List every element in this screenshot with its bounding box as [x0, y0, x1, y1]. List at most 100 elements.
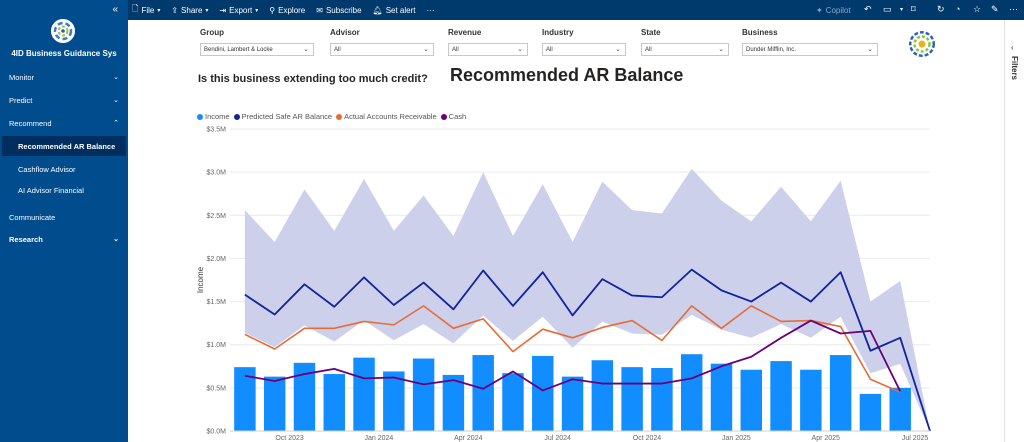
slicer-value: Dunder Mifflin, Inc. [746, 46, 796, 53]
chevron-down-icon: ⌄ [615, 46, 621, 53]
filters-pane[interactable]: ‹ Filters [1004, 20, 1024, 442]
collapse-nav-icon[interactable]: « [112, 4, 118, 15]
income-bar [472, 355, 494, 431]
bookmark-icon[interactable]: ⌑ [911, 4, 916, 14]
slicer-dropdown[interactable]: Dunder Mifflin, Inc. ⌄ [742, 43, 878, 56]
report-canvas: Group Bendini, Lambert & Locke ⌄ Advisor… [128, 20, 1004, 442]
slicer-dropdown[interactable]: All ⌄ [330, 43, 434, 56]
nav-recommended-ar-balance[interactable]: Recommended AR Balance [2, 136, 126, 156]
refresh-icon[interactable]: ↻ [937, 4, 945, 14]
share-menu[interactable]: ⇪ Share ▾ [171, 6, 208, 15]
chevron-down-icon: ⌄ [113, 97, 119, 104]
nav-label: Recommended AR Balance [18, 141, 116, 151]
nav-label: AI Advisor Financial [18, 185, 84, 195]
chevron-down-icon: ⌄ [867, 46, 873, 53]
slicer-state[interactable]: State All ⌄ [641, 28, 729, 56]
slicer-group[interactable]: Group Bendini, Lambert & Locke ⌄ [200, 28, 314, 56]
y-tick-label: $3.0M [207, 170, 227, 177]
favorite-icon[interactable]: ☆ [973, 4, 982, 14]
legend-item-actual[interactable]: Actual Accounts Receivable [336, 112, 437, 121]
nav-recommend[interactable]: Recommend ⌃ [0, 113, 128, 133]
legend-item-income[interactable]: Income [197, 112, 230, 121]
legend-label: Cash [448, 112, 467, 121]
slicer-dropdown[interactable]: All ⌄ [641, 43, 729, 56]
slicer-dropdown[interactable]: All ⌄ [542, 43, 626, 56]
filters-label: Filters [1010, 56, 1019, 81]
more-icon[interactable]: ⋯ [1009, 4, 1018, 14]
edit-icon[interactable]: ✎ [991, 4, 999, 14]
income-bar [502, 373, 524, 431]
slicer-label: State [641, 28, 661, 37]
nav-monitor[interactable]: Monitor ⌄ [0, 67, 128, 87]
legend-item-cash[interactable]: Cash [440, 112, 467, 121]
income-bar [323, 374, 345, 431]
chevron-down-icon: ▾ [255, 7, 259, 14]
slicer-industry[interactable]: Industry All ⌄ [542, 28, 626, 56]
cash-line [244, 319, 902, 392]
export-menu[interactable]: ⇥ Export ▾ [219, 6, 258, 15]
chevron-down-icon[interactable]: ▾ [900, 7, 904, 13]
export-icon: ⇥ [219, 5, 227, 15]
slicer-label: Industry [542, 28, 574, 37]
explore-button[interactable]: ⚲ Explore [269, 6, 305, 15]
predicted-safe-ar-line [244, 268, 931, 432]
slicer-advisor[interactable]: Advisor All ⌄ [330, 28, 434, 56]
income-bar [234, 367, 256, 431]
reset-icon[interactable]: ↶ [864, 4, 872, 14]
slicer-business[interactable]: Business Dunder Mifflin, Inc. ⌄ [742, 28, 878, 56]
income-bar [621, 367, 643, 431]
income-bar [293, 362, 316, 431]
subscribe-button[interactable]: ✉ Subscribe [316, 6, 361, 15]
comment-icon[interactable]: ◔ [955, 4, 961, 14]
copilot-label: Copilot [825, 5, 851, 15]
slicer-value: All [645, 46, 652, 53]
legend-label: Income [205, 112, 230, 121]
income-bar [412, 358, 435, 431]
subscribe-icon: ✉ [316, 5, 323, 15]
nav-ai-advisor-financial[interactable]: AI Advisor Financial [0, 180, 128, 200]
x-tick-label: Apr 2025 [812, 435, 841, 442]
income-bar [889, 387, 911, 431]
x-tick-label: Oct 2023 [275, 435, 304, 442]
legend-swatch [440, 113, 447, 120]
legend-item-predicted[interactable]: Predicted Safe AR Balance [233, 112, 332, 121]
explore-icon: ⚲ [269, 5, 276, 15]
slicer-label: Revenue [448, 28, 482, 37]
slicer-label: Group [200, 28, 224, 37]
nav-communicate[interactable]: Communicate [0, 207, 128, 227]
nav-predict[interactable]: Predict ⌄ [0, 90, 128, 110]
nav-label: Communicate [9, 212, 56, 222]
chevron-down-icon: ⌄ [113, 74, 119, 81]
predicted-safe-band-area [244, 168, 930, 432]
chevron-down-icon: ⌄ [113, 236, 119, 243]
set-alert-button[interactable]: 🔔︎ Set alert [373, 6, 416, 15]
share-label: Share [181, 5, 203, 15]
view-icon[interactable]: ▭ [883, 4, 892, 14]
file-menu[interactable]: 🗋 File ▾ [132, 3, 160, 17]
nav-research[interactable]: Research ⌄ [0, 229, 128, 249]
slicer-revenue[interactable]: Revenue All ⌄ [448, 28, 528, 56]
more-options-button[interactable]: ··· [426, 6, 434, 15]
chevron-down-icon: ▾ [205, 7, 209, 14]
actual-ar-line [244, 305, 901, 393]
income-bar [829, 355, 852, 431]
y-tick-label: $2.0M [207, 256, 227, 263]
nav-label: Recommend [9, 118, 52, 128]
app-logo [51, 19, 75, 43]
chevron-down-icon: ⌄ [718, 46, 724, 53]
copilot-icon: ✦ [816, 5, 823, 15]
chart-legend: Income Predicted Safe AR Balance Actual … [197, 112, 470, 121]
top-toolbar: 🗋 File ▾ ⇪ Share ▾ ⇥ Export ▾ ⚲ Explore … [128, 0, 1024, 20]
slicer-dropdown[interactable]: All ⌄ [448, 43, 528, 56]
income-bar [651, 368, 673, 431]
question-heading: Is this business extending too much cred… [198, 73, 428, 85]
collapse-filters-icon[interactable]: ‹ [1011, 43, 1014, 52]
legend-label: Actual Accounts Receivable [344, 112, 437, 121]
nav-cashflow-advisor[interactable]: Cashflow Advisor [0, 159, 128, 179]
slicer-value: All [452, 46, 459, 53]
copilot-button[interactable]: ✦ Copilot [816, 6, 851, 15]
nav-label: Monitor [9, 72, 35, 82]
subscribe-label: Subscribe [325, 5, 362, 15]
income-bar [532, 355, 554, 431]
slicer-dropdown[interactable]: Bendini, Lambert & Locke ⌄ [200, 43, 314, 56]
